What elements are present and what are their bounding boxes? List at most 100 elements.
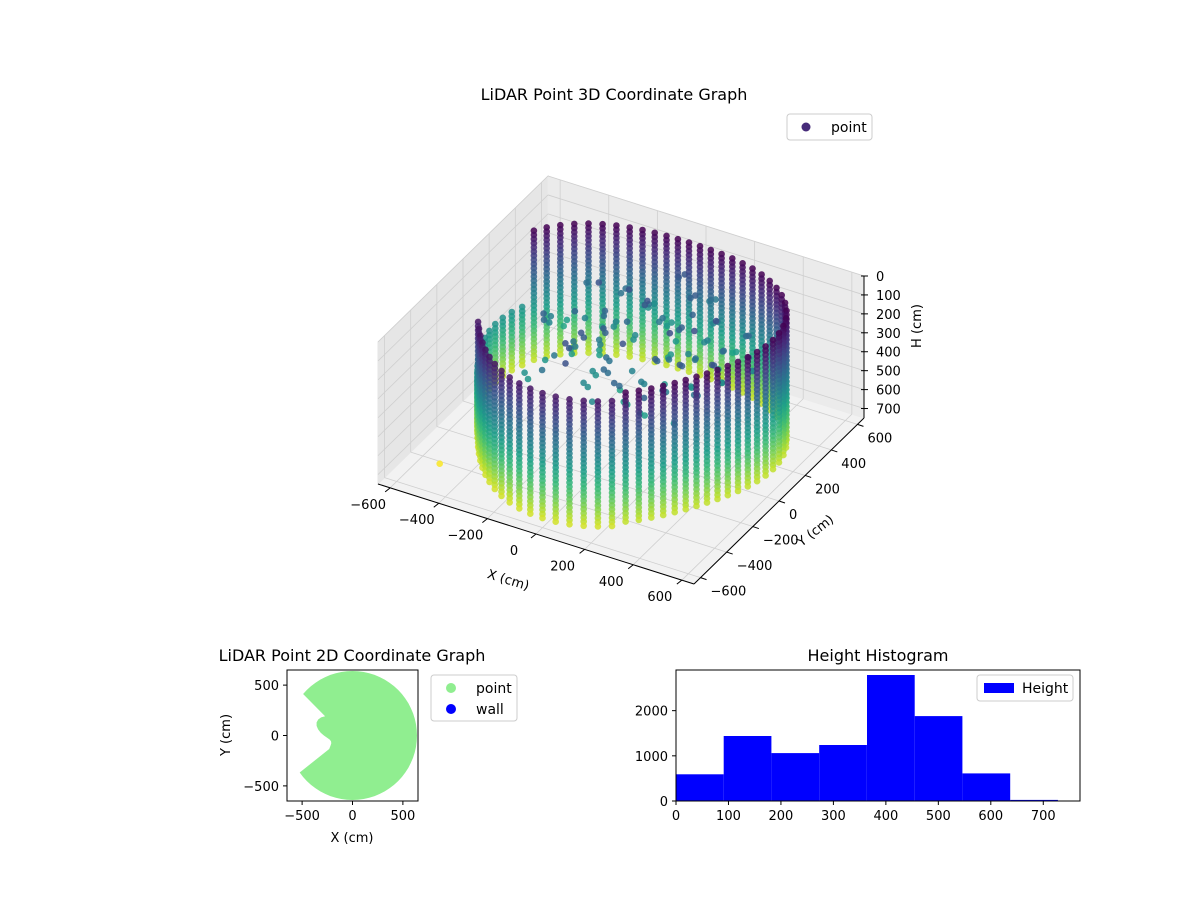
data-point xyxy=(580,379,587,387)
x-tick xyxy=(482,518,488,524)
data-point xyxy=(622,518,629,525)
x-tick-label: −600 xyxy=(350,498,386,513)
data-point xyxy=(663,361,670,369)
data-point xyxy=(547,312,555,320)
chart-3d-y-label: Y (cm) xyxy=(794,512,837,550)
histogram-bar xyxy=(914,716,963,801)
data-point xyxy=(518,361,526,369)
data-point xyxy=(524,375,532,383)
data-point xyxy=(744,483,752,490)
x-tick-label: −200 xyxy=(448,529,484,544)
y-tick xyxy=(726,551,733,555)
data-point xyxy=(597,341,604,348)
data-point xyxy=(486,478,493,486)
data-point xyxy=(568,350,576,358)
z-tick-label: 500 xyxy=(876,365,901,380)
x-tick-label: 100 xyxy=(716,809,741,824)
data-point xyxy=(571,307,579,315)
chart-2d-legend-label-wall: wall xyxy=(476,702,504,718)
data-point xyxy=(685,368,693,376)
data-point xyxy=(580,522,587,530)
data-point xyxy=(596,346,603,354)
chart-3d-legend-box xyxy=(786,113,873,141)
chart-3d-title: LiDAR Point 3D Coordinate Graph xyxy=(481,85,748,104)
data-point xyxy=(724,491,732,499)
histogram-bar xyxy=(962,773,1011,801)
grid-line-z-back xyxy=(547,175,865,277)
y-tick xyxy=(804,474,812,478)
x-tick xyxy=(530,533,537,539)
y-tick-label: −200 xyxy=(763,534,799,549)
histogram-legend-label: Height xyxy=(1022,681,1069,697)
data-point xyxy=(689,311,696,319)
data-point xyxy=(563,316,571,324)
data-point xyxy=(617,289,625,297)
x-tick-label: 300 xyxy=(821,809,846,824)
x-tick-label: 0 xyxy=(348,809,356,824)
data-point xyxy=(570,338,577,345)
histogram-bars xyxy=(676,675,1058,801)
data-point xyxy=(762,472,769,479)
x-tick-label: 600 xyxy=(978,809,1003,824)
x-tick xyxy=(579,548,585,554)
data-point xyxy=(538,366,546,374)
data-point xyxy=(595,279,603,286)
data-point xyxy=(565,344,573,352)
data-point xyxy=(656,318,663,326)
histogram-bar xyxy=(819,745,867,801)
grid-line-z-left xyxy=(377,251,549,419)
data-point xyxy=(775,459,783,466)
data-point xyxy=(665,356,673,363)
chart-2d-ticks: −500 0 500 −500 0 500 xyxy=(243,679,415,824)
data-point xyxy=(659,511,667,519)
x-tick-label: 500 xyxy=(390,809,415,824)
y-tick-label: 0 xyxy=(789,508,797,523)
data-point xyxy=(506,499,513,506)
chart-2d-y-label: Y (cm) xyxy=(219,714,234,757)
data-point xyxy=(650,300,658,308)
x-tick-label: 400 xyxy=(873,809,898,824)
data-point xyxy=(682,505,689,513)
data-point xyxy=(678,324,685,331)
data-point xyxy=(608,522,616,530)
grid-line-z-left xyxy=(377,270,549,437)
x-tick-label: 700 xyxy=(1031,809,1056,824)
grid-line-z-left xyxy=(377,194,549,362)
z-tick-label: 700 xyxy=(876,403,901,418)
y-tick-label: 400 xyxy=(841,457,866,472)
data-point xyxy=(602,329,609,337)
data-point xyxy=(610,379,618,387)
data-point xyxy=(676,361,684,369)
data-point xyxy=(712,317,720,325)
data-point xyxy=(623,318,631,326)
data-point xyxy=(610,323,618,330)
z-tick-label: 600 xyxy=(876,384,901,399)
data-point xyxy=(693,502,700,510)
data-point xyxy=(625,286,633,293)
x-tick-label: 200 xyxy=(550,559,575,574)
grid-line-z-back xyxy=(547,194,865,296)
chart-3d-legend-marker xyxy=(801,122,811,132)
data-point xyxy=(600,366,608,373)
x-tick xyxy=(433,502,440,508)
x-tick-label: 600 xyxy=(647,590,672,605)
y-tick xyxy=(752,526,760,530)
chart-3d-x-label: X (cm) xyxy=(485,567,531,594)
histogram-bar xyxy=(867,675,915,801)
data-point xyxy=(734,487,742,495)
grid-line-z-left xyxy=(377,175,549,343)
histogram-legend: Height xyxy=(976,674,1074,702)
data-point xyxy=(580,334,588,341)
data-point xyxy=(691,327,698,335)
data-point xyxy=(540,310,547,317)
x-tick-label: 500 xyxy=(926,809,951,824)
z-tick-label: 200 xyxy=(876,308,901,323)
y-tick-label: 600 xyxy=(867,431,892,446)
data-point xyxy=(600,312,608,320)
data-point xyxy=(516,505,523,512)
data-point xyxy=(692,292,699,299)
data-point xyxy=(557,351,564,358)
data-point xyxy=(712,296,719,303)
x-tick-label: 400 xyxy=(599,575,624,590)
